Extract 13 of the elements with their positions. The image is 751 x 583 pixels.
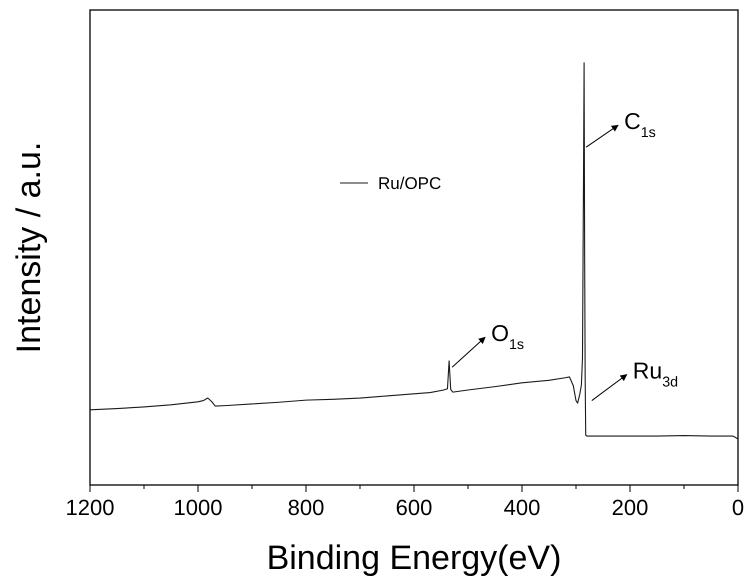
x-tick-label: 400 [504,495,540,520]
annotation: O$_{1s}$ [491,320,524,354]
annotation: Ru$_{3d}$ [632,358,678,391]
x-tick-label: 200 [612,495,648,520]
x-tick-label: 0 [732,495,744,520]
x-tick-label: 1000 [174,495,222,520]
y-axis-title: Intensity / a.u. [10,142,48,354]
legend-label: Ru/OPC [378,174,442,193]
x-axis-title: Binding Energy(eV) [266,539,562,577]
x-tick-label: 1200 [66,495,114,520]
x-tick-label: 800 [288,495,324,520]
x-tick-label: 600 [396,495,432,520]
annotation: C$_{1s}$ [624,108,656,142]
